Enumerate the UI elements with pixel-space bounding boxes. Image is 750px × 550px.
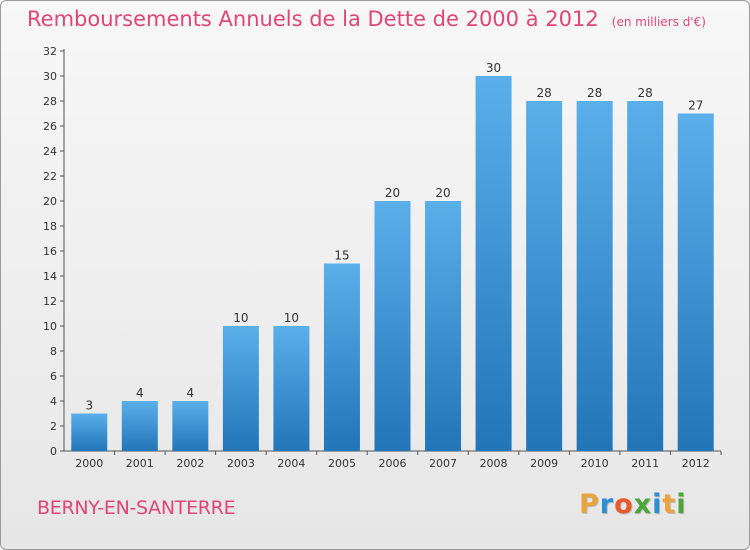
x-tick-label-2001: 2001 xyxy=(126,457,154,470)
logo-letter: P xyxy=(579,489,600,520)
bar-2001 xyxy=(121,401,158,451)
data-label-2000: 3 xyxy=(85,399,93,413)
x-tick-label-2012: 2012 xyxy=(682,457,710,470)
bar-2003 xyxy=(222,326,259,451)
chart-title-block: Remboursements Annuels de la Dette de 20… xyxy=(27,7,706,31)
x-tick-label-2000: 2000 xyxy=(75,457,103,470)
x-tick-label-2006: 2006 xyxy=(379,457,407,470)
y-tick-label: 2 xyxy=(50,420,57,433)
bar-2010 xyxy=(576,101,613,451)
data-label-2002: 4 xyxy=(187,386,195,400)
y-tick-label: 0 xyxy=(50,445,57,458)
y-tick-label: 24 xyxy=(43,145,57,158)
y-tick-label: 6 xyxy=(50,370,57,383)
data-label-2007: 20 xyxy=(435,186,450,200)
data-label-2009: 28 xyxy=(536,86,551,100)
logo-letter: i xyxy=(676,489,687,520)
y-tick-label: 22 xyxy=(43,170,57,183)
logo-letter: o xyxy=(614,489,634,520)
data-label-2010: 28 xyxy=(587,86,602,100)
data-label-2008: 30 xyxy=(486,61,501,75)
x-tick-label-2007: 2007 xyxy=(429,457,457,470)
data-label-2006: 20 xyxy=(385,186,400,200)
bar-2007 xyxy=(425,201,462,451)
logo-letter: t xyxy=(662,489,677,520)
data-label-2005: 15 xyxy=(334,249,349,263)
bar-2012 xyxy=(677,113,714,451)
logo-letter: i xyxy=(652,489,663,520)
chart-title: Remboursements Annuels de la Dette de 20… xyxy=(27,7,599,31)
data-label-2012: 27 xyxy=(688,99,703,113)
y-tick-label: 10 xyxy=(43,320,57,333)
x-tick-label-2003: 2003 xyxy=(227,457,255,470)
bar-2011 xyxy=(627,101,664,451)
y-tick-label: 16 xyxy=(43,245,57,258)
y-tick-label: 32 xyxy=(43,45,57,58)
x-tick-label-2008: 2008 xyxy=(480,457,508,470)
bar-2002 xyxy=(172,401,209,451)
logo-letter: r xyxy=(599,489,615,520)
bars xyxy=(71,76,714,451)
y-tick-label: 12 xyxy=(43,295,57,308)
bar-2000 xyxy=(71,413,108,451)
y-tick-label: 4 xyxy=(50,395,57,408)
y-tick-label: 18 xyxy=(43,220,57,233)
logo-letter: x xyxy=(633,489,653,520)
y-tick-label: 14 xyxy=(43,270,57,283)
data-label-2003: 10 xyxy=(233,311,248,325)
data-label-2011: 28 xyxy=(638,86,653,100)
bar-2004 xyxy=(273,326,310,451)
y-tick-label: 28 xyxy=(43,95,57,108)
x-tick-label-2004: 2004 xyxy=(277,457,305,470)
x-tick-label-2011: 2011 xyxy=(631,457,659,470)
labels: 3 2000 4 2001 4 2002 10 2003 10 2004 15 2005 20 2006 2… xyxy=(75,61,709,470)
data-label-2001: 4 xyxy=(136,386,144,400)
proxiti-logo: Proxiti xyxy=(579,489,687,520)
bar-2009 xyxy=(526,101,563,451)
y-tick-label: 30 xyxy=(43,70,57,83)
x-tick-label-2010: 2010 xyxy=(581,457,609,470)
bar-2006 xyxy=(374,201,411,451)
x-tick-label-2005: 2005 xyxy=(328,457,356,470)
bar-2008 xyxy=(475,76,512,451)
y-tick-label: 8 xyxy=(50,345,57,358)
y-tick-label: 20 xyxy=(43,195,57,208)
bar-2005 xyxy=(323,263,360,451)
y-tick-label: 26 xyxy=(43,120,57,133)
chart-unit: (en milliers d'€) xyxy=(611,15,706,29)
data-label-2004: 10 xyxy=(284,311,299,325)
commune-name: BERNY-EN-SANTERRE xyxy=(37,497,236,519)
x-tick-label-2009: 2009 xyxy=(530,457,558,470)
x-tick-label-2002: 2002 xyxy=(176,457,204,470)
